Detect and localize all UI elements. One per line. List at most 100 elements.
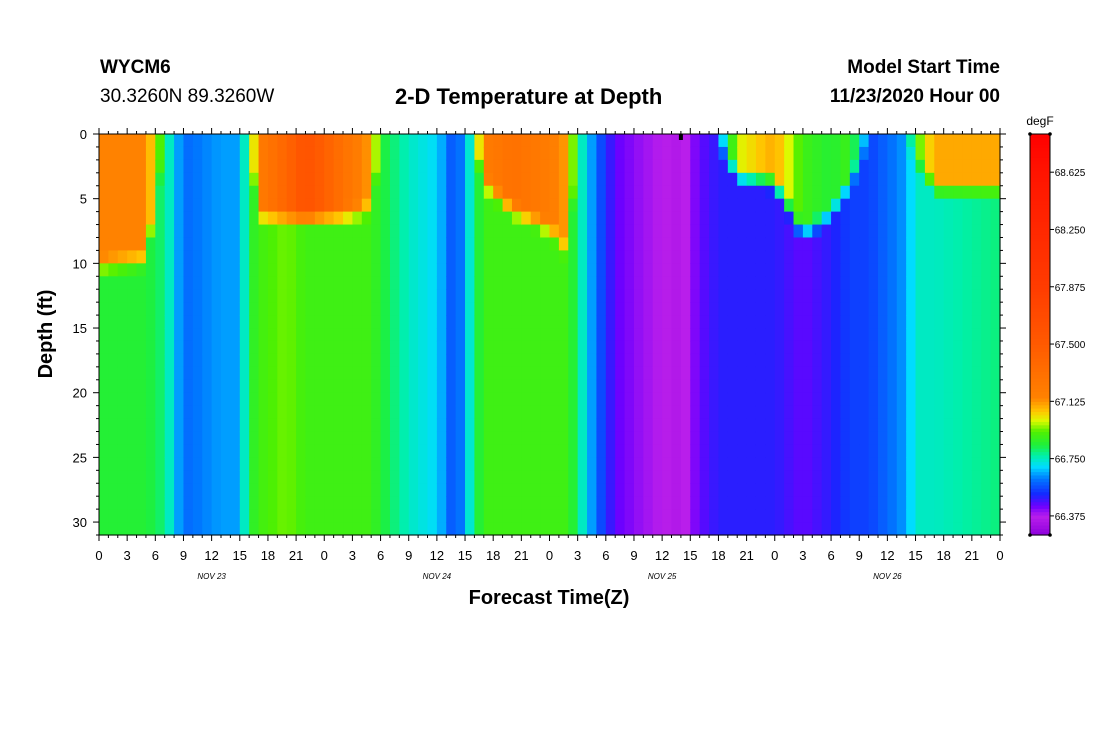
heatmap-cell: [896, 159, 907, 174]
heatmap-cell: [305, 509, 316, 523]
heatmap-cell: [887, 353, 898, 368]
heatmap-cell: [906, 302, 917, 316]
heatmap-cell: [793, 315, 804, 329]
colorbar-segment: [1030, 421, 1050, 426]
heatmap-cell: [887, 431, 898, 446]
heatmap-cell: [164, 302, 175, 316]
heatmap-cell: [502, 405, 513, 420]
heatmap-cell: [399, 237, 410, 252]
heatmap-cell: [371, 444, 382, 458]
heatmap-cell: [277, 185, 288, 200]
colorbar-segment: [1030, 401, 1050, 406]
heatmap-cell: [343, 418, 354, 433]
heatmap-cell: [802, 444, 813, 458]
heatmap-cell: [465, 353, 476, 368]
heatmap-cell: [296, 250, 307, 264]
heatmap-cell: [230, 379, 241, 394]
heatmap-cell: [971, 379, 982, 394]
heatmap-cell: [249, 509, 260, 523]
heatmap-cell: [211, 353, 222, 368]
heatmap-cell: [192, 237, 203, 252]
heatmap-cell: [831, 379, 842, 394]
heatmap-cell: [568, 444, 579, 458]
heatmap-cell: [136, 198, 147, 213]
heatmap-cell: [324, 328, 335, 342]
heatmap-cell: [202, 250, 213, 264]
heatmap-cell: [877, 289, 888, 303]
heatmap-cell: [690, 379, 701, 394]
heatmap-cell: [840, 315, 851, 329]
heatmap-cell: [502, 276, 513, 290]
heatmap-cell: [633, 379, 644, 394]
colorbar-segment: [1030, 371, 1050, 376]
heatmap-cell: [221, 211, 231, 226]
heatmap-cell: [399, 276, 410, 290]
colorbar-segment: [1030, 484, 1050, 489]
heatmap-cell: [296, 483, 307, 497]
heatmap-cell: [192, 159, 203, 174]
heatmap-cell: [915, 457, 926, 471]
colorbar-segment: [1030, 458, 1050, 463]
heatmap-cell: [277, 159, 288, 174]
x-tick-label: 6: [602, 548, 609, 563]
heatmap-cell: [389, 302, 400, 316]
heatmap-cell: [718, 522, 729, 536]
heatmap-cell: [230, 340, 241, 355]
heatmap-cell: [389, 289, 400, 303]
heatmap-cell: [418, 146, 429, 161]
heatmap-cell: [249, 405, 260, 420]
heatmap-cell: [502, 159, 513, 174]
heatmap-cell: [483, 470, 494, 484]
heatmap-cell: [427, 509, 438, 523]
heatmap-cell: [784, 289, 795, 303]
heatmap-cell: [990, 198, 1001, 213]
colorbar-segment: [1030, 200, 1050, 205]
heatmap-cell: [493, 185, 504, 200]
heatmap-cell: [718, 457, 729, 471]
heatmap-cell: [765, 237, 776, 252]
heatmap-cell: [859, 483, 870, 497]
heatmap-cell: [615, 392, 626, 407]
heatmap-cell: [962, 146, 973, 161]
heatmap-cell: [314, 276, 325, 290]
heatmap-cell: [174, 198, 185, 213]
heatmap-cell: [427, 134, 438, 148]
heatmap-cell: [380, 444, 391, 458]
heatmap-cell: [427, 302, 438, 316]
heatmap-cell: [483, 418, 494, 433]
heatmap-cell: [896, 211, 907, 226]
heatmap-cell: [530, 340, 541, 355]
heatmap-cell: [755, 379, 766, 394]
day-label: NOV 26: [873, 572, 902, 581]
heatmap-cell: [540, 198, 551, 213]
heatmap-cell: [389, 405, 400, 420]
heatmap-cell: [155, 405, 166, 420]
heatmap-cell: [286, 418, 297, 433]
heatmap-cell: [521, 146, 532, 161]
heatmap-cell: [699, 159, 710, 174]
heatmap-cell: [784, 250, 795, 264]
heatmap-cell: [755, 522, 766, 536]
x-tick-label: 15: [233, 548, 247, 563]
heatmap-cell: [502, 134, 513, 148]
heatmap-cell: [558, 146, 569, 161]
heatmap-cell: [774, 405, 785, 420]
heatmap-cell: [267, 340, 278, 355]
heatmap-cell: [727, 289, 738, 303]
heatmap-cell: [155, 224, 166, 239]
heatmap-cell: [990, 444, 1001, 458]
heatmap-cell: [277, 457, 288, 471]
heatmap-cell: [286, 250, 297, 264]
heatmap-cell: [521, 522, 532, 536]
heatmap-cell: [483, 522, 494, 536]
heatmap-cell: [408, 237, 419, 252]
heatmap-cell: [558, 172, 569, 187]
heatmap-cell: [145, 470, 156, 484]
heatmap-cell: [831, 315, 842, 329]
heatmap-cell: [99, 444, 109, 458]
heatmap-cell: [239, 418, 250, 433]
heatmap-cell: [558, 276, 569, 290]
heatmap-cell: [877, 146, 888, 161]
heatmap-cell: [324, 315, 335, 329]
heatmap-cell: [202, 405, 213, 420]
